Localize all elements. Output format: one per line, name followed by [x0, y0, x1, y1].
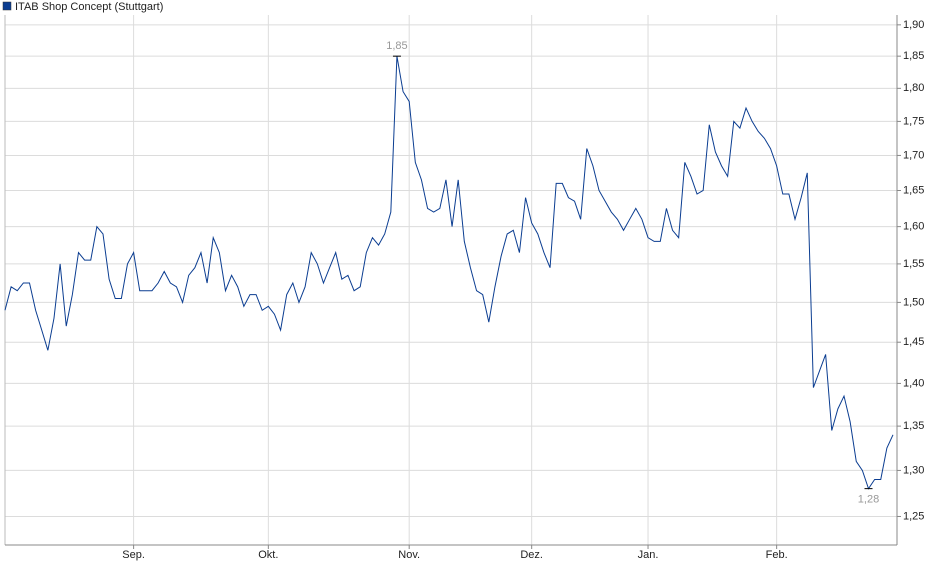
y-tick-label: 1,35: [903, 420, 924, 432]
y-tick-label: 1,75: [903, 115, 924, 127]
value-label: 1,85: [386, 40, 407, 52]
x-tick-label: Feb.: [766, 549, 788, 561]
y-tick-label: 1,80: [903, 82, 924, 94]
x-tick-label: Dez.: [520, 549, 543, 561]
y-tick-label: 1,70: [903, 149, 924, 161]
x-tick-label: Jan.: [638, 549, 659, 561]
y-tick-label: 1,90: [903, 19, 924, 31]
price-line: [4, 56, 894, 490]
y-tick-label: 1,55: [903, 258, 924, 270]
y-tick-label: 1,30: [903, 464, 924, 476]
y-tick-label: 1,40: [903, 377, 924, 389]
y-tick-label: 1,60: [903, 221, 924, 233]
y-tick-label: 1,65: [903, 184, 924, 196]
x-tick-label: Okt.: [258, 549, 278, 561]
y-tick-label: 1,45: [903, 336, 924, 348]
legend-swatch: [2, 1, 12, 11]
y-tick-label: 1,50: [903, 296, 924, 308]
value-label: 1,28: [858, 494, 879, 506]
y-tick-label: 1,85: [903, 50, 924, 62]
x-tick-label: Nov.: [398, 549, 420, 561]
x-tick-label: Sep.: [122, 549, 145, 561]
y-tick-label: 1,25: [903, 510, 924, 522]
legend-label: ITAB Shop Concept (Stuttgart): [15, 1, 163, 13]
